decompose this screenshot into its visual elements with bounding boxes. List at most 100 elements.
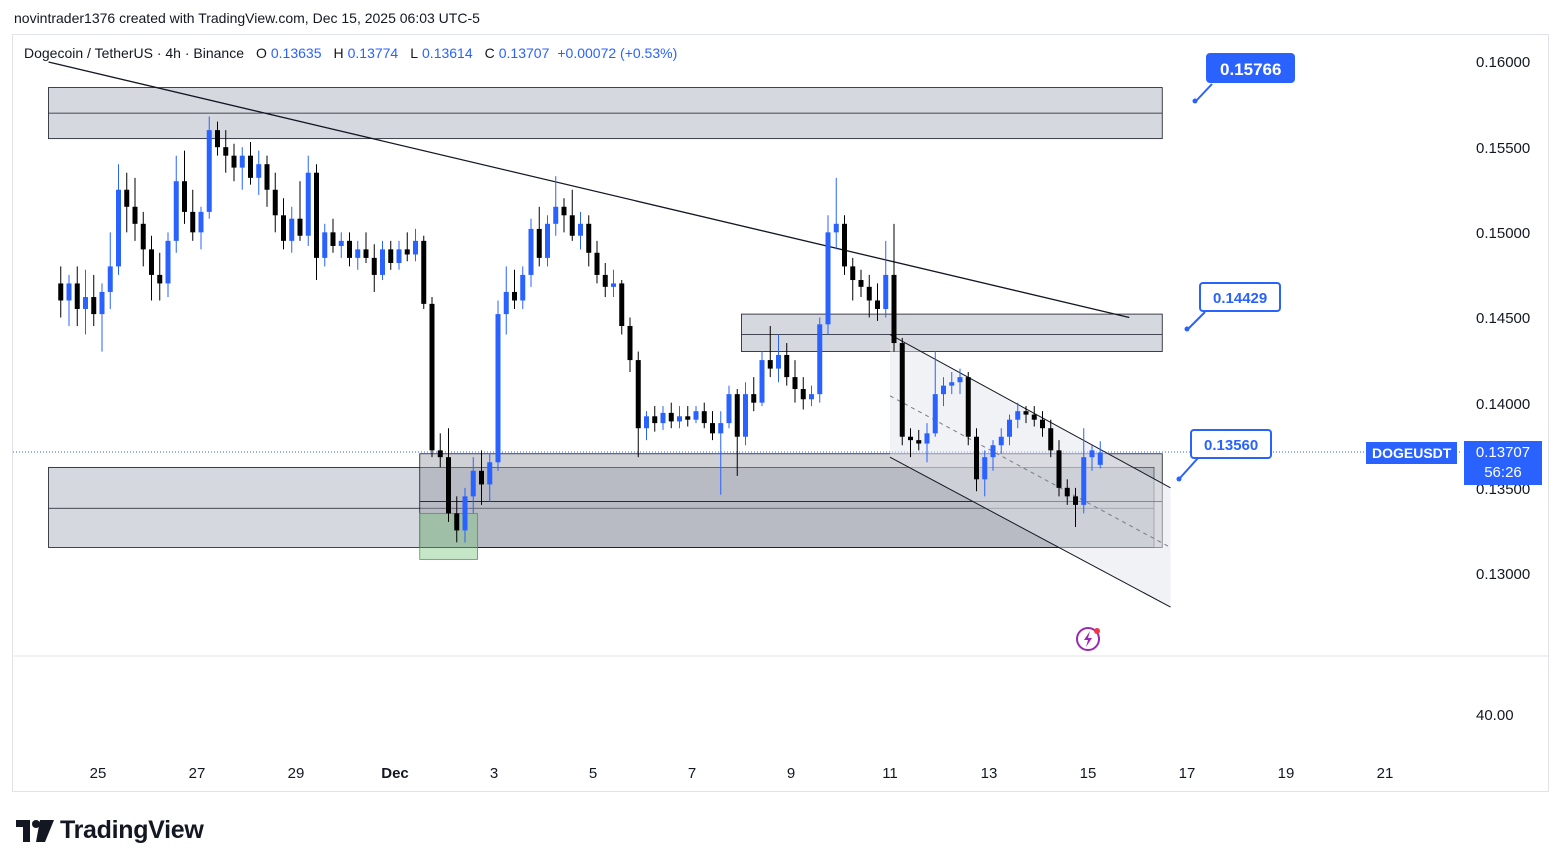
candle-body bbox=[215, 130, 220, 148]
zone-box bbox=[741, 313, 1163, 352]
candle-body bbox=[710, 423, 715, 434]
candle-body bbox=[99, 291, 105, 315]
chart-byline: novintrader1376 created with TradingView… bbox=[14, 10, 480, 26]
candle-body bbox=[578, 223, 583, 236]
candle-body bbox=[256, 164, 262, 178]
price-tick: 0.15500 bbox=[1476, 140, 1530, 157]
candle-body bbox=[248, 155, 253, 178]
candle-body bbox=[858, 280, 864, 287]
candle-body bbox=[619, 283, 625, 327]
bar-countdown: 56:26 bbox=[1484, 464, 1522, 481]
candle-body bbox=[916, 440, 922, 444]
candle-body bbox=[347, 240, 352, 258]
candle-body bbox=[371, 257, 377, 275]
candle-body bbox=[809, 394, 814, 400]
time-label: 3 bbox=[490, 765, 498, 782]
candle-body bbox=[990, 445, 996, 458]
candle-body bbox=[140, 223, 146, 250]
lightning-icon[interactable] bbox=[1076, 627, 1100, 651]
candle-body bbox=[982, 457, 988, 480]
candle-body bbox=[239, 155, 245, 168]
tradingview-logo[interactable]: TradingView bbox=[16, 816, 204, 845]
candle-body bbox=[1056, 450, 1062, 488]
candle-body bbox=[289, 218, 295, 241]
candle-body bbox=[388, 249, 394, 263]
candles-layer bbox=[58, 116, 1103, 543]
candle-body bbox=[206, 130, 212, 212]
descending-trendline bbox=[48, 61, 1130, 319]
candle-body bbox=[355, 249, 361, 258]
candle-body bbox=[965, 377, 971, 437]
time-label: 7 bbox=[688, 765, 696, 782]
candle-body bbox=[825, 232, 831, 325]
candle-body bbox=[652, 416, 658, 424]
candle-body bbox=[305, 172, 311, 236]
candle-body bbox=[413, 240, 418, 255]
candle-body bbox=[957, 377, 963, 383]
channel-fill bbox=[890, 334, 1171, 608]
candle-body bbox=[924, 433, 930, 444]
candle-body bbox=[726, 394, 732, 424]
candle-body bbox=[1007, 419, 1012, 437]
time-label: 15 bbox=[1080, 765, 1097, 782]
candle-body bbox=[396, 249, 402, 263]
candle-body bbox=[998, 436, 1004, 446]
candle-body bbox=[165, 240, 171, 284]
candle-body bbox=[701, 411, 707, 424]
time-label: 29 bbox=[288, 765, 305, 782]
candle-body bbox=[1040, 419, 1045, 429]
candle-body bbox=[421, 240, 427, 304]
time-label: 17 bbox=[1179, 765, 1196, 782]
candle-body bbox=[677, 416, 682, 422]
ohlc-legend: Dogecoin / TetherUS · 4h · Binance O 0.13… bbox=[24, 45, 677, 61]
candle-body bbox=[1031, 414, 1037, 420]
callout-low[interactable]: 0.13560 bbox=[1190, 429, 1273, 459]
candle-body bbox=[429, 303, 435, 451]
callout-pointer bbox=[1187, 311, 1206, 330]
close-value: 0.13707 bbox=[498, 45, 550, 61]
candle-body bbox=[528, 228, 534, 275]
candle-body bbox=[850, 266, 856, 281]
change-value: +0.00072 (+0.53%) bbox=[557, 45, 678, 61]
candle-body bbox=[800, 389, 806, 400]
candle-body bbox=[891, 274, 897, 344]
high-value: 0.13774 bbox=[347, 45, 399, 61]
candle-body bbox=[594, 252, 600, 275]
candle-body bbox=[792, 377, 798, 390]
chart-frame bbox=[12, 34, 1549, 792]
candle-body bbox=[363, 249, 369, 258]
time-label: 5 bbox=[589, 765, 597, 782]
tradingview-wordmark: TradingView bbox=[60, 816, 204, 844]
price-tick: 0.14000 bbox=[1476, 396, 1530, 413]
candle-body bbox=[751, 394, 757, 403]
candle-body bbox=[536, 228, 542, 258]
candle-body bbox=[322, 232, 328, 258]
symbol-title[interactable]: Dogecoin / TetherUS · 4h · Binance bbox=[24, 45, 244, 61]
candle-body bbox=[380, 249, 385, 275]
callout-mid[interactable]: 0.14429 bbox=[1199, 282, 1282, 312]
candle-body bbox=[660, 412, 666, 424]
trendline-layer bbox=[48, 61, 1130, 319]
candle-body bbox=[693, 411, 699, 420]
time-axis-layer: 25 27 29 Dec 3 5 7 9 11 13 15 17 19 21 bbox=[90, 765, 1394, 782]
candle-body bbox=[314, 172, 319, 258]
last-price-tag: 0.13707 56:26 bbox=[1464, 441, 1542, 485]
candle-body bbox=[1097, 452, 1103, 465]
candle-body bbox=[124, 189, 130, 207]
candle-body bbox=[602, 274, 608, 287]
candle-body bbox=[116, 189, 121, 267]
candle-body bbox=[627, 326, 633, 361]
callout-pointer bbox=[1179, 457, 1199, 479]
candle-body bbox=[561, 206, 567, 216]
callout-anchor bbox=[1184, 326, 1190, 332]
callout-top[interactable]: 0.15766 bbox=[1206, 53, 1296, 83]
time-label: 9 bbox=[787, 765, 795, 782]
time-label: 21 bbox=[1377, 765, 1394, 782]
candle-body bbox=[1064, 487, 1070, 497]
time-label: 11 bbox=[882, 765, 898, 782]
low-value: 0.13614 bbox=[422, 45, 473, 61]
time-label: Dec bbox=[381, 765, 409, 782]
candle-body bbox=[932, 394, 938, 434]
price-tick: 0.13000 bbox=[1476, 566, 1530, 583]
